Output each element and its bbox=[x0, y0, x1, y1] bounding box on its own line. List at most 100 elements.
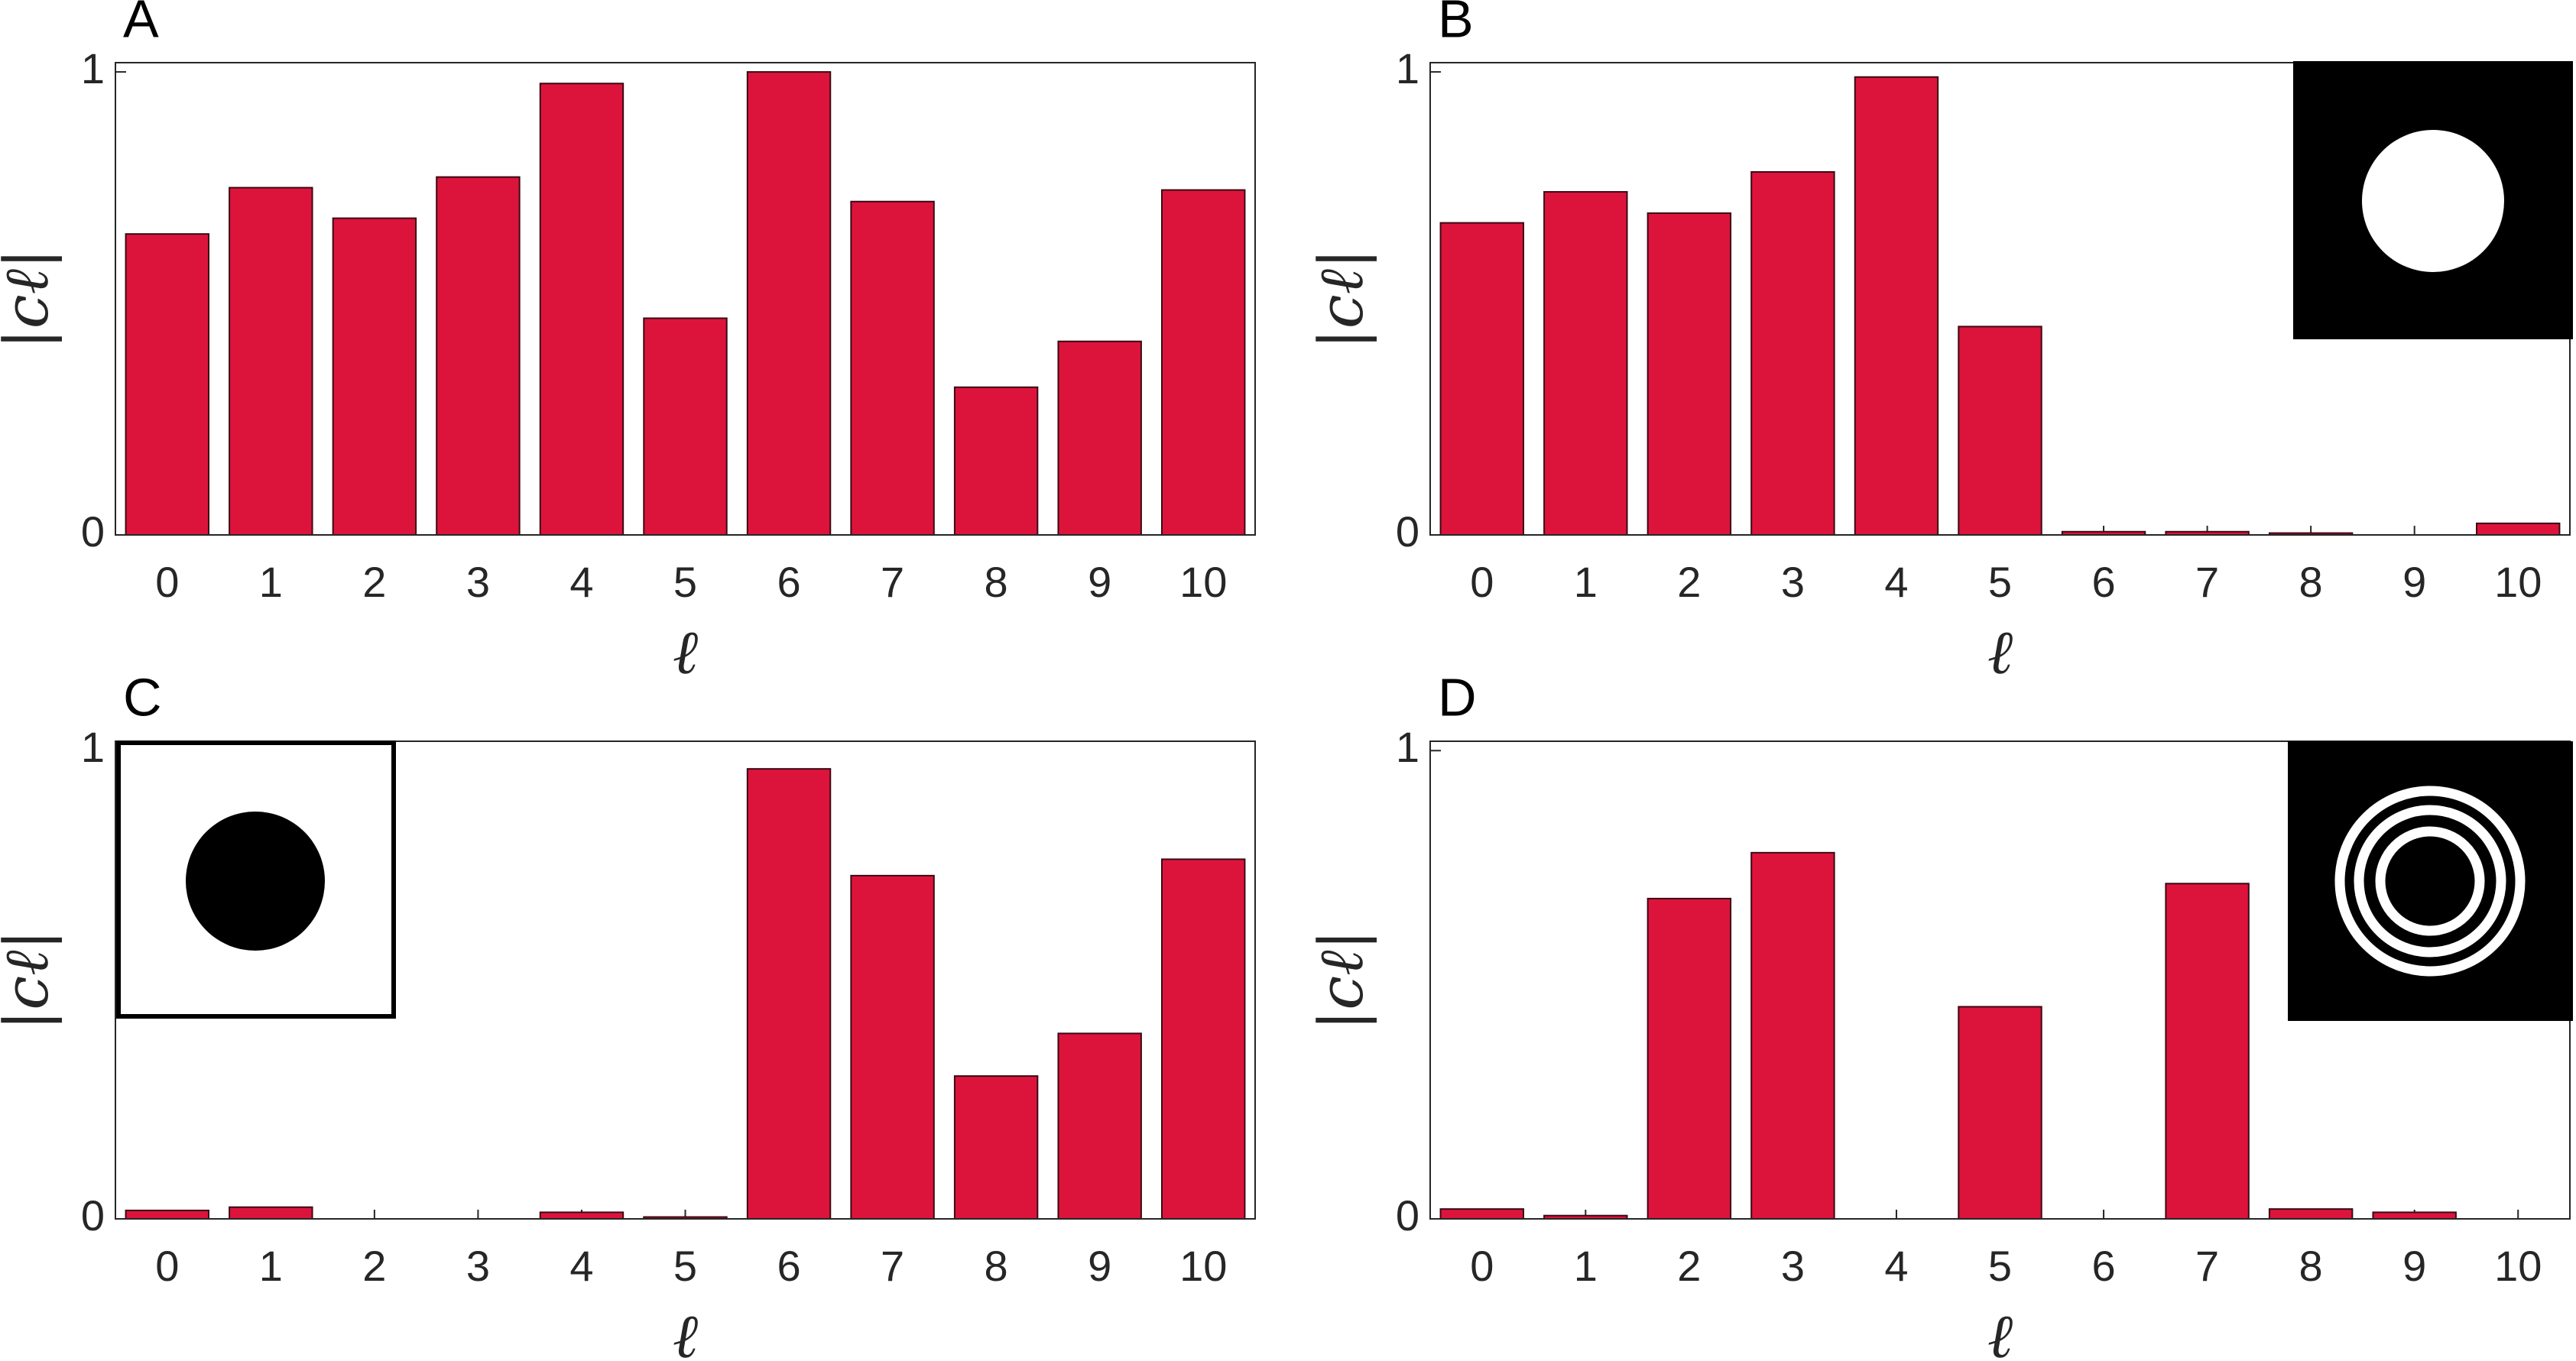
bar bbox=[1750, 851, 1835, 1220]
bar bbox=[1646, 897, 1732, 1220]
x-tick-label: 1 bbox=[259, 558, 283, 606]
x-tick-label: 4 bbox=[1884, 1242, 1908, 1290]
x-axis-label: ℓ bbox=[673, 617, 698, 688]
x-tick-label: 4 bbox=[569, 558, 593, 606]
y-axis-label: |cℓ| bbox=[0, 929, 62, 1030]
x-tick-label: 9 bbox=[1088, 558, 1111, 606]
bar bbox=[436, 176, 521, 536]
y-tick-label: 1 bbox=[1396, 723, 1419, 771]
y-axis-label: |cℓ| bbox=[1306, 929, 1377, 1030]
panel-chart: C 0 1 2 3 4 5 6 7 8 9 10 0 1 ℓ |cℓ| bbox=[0, 667, 1256, 1361]
bar bbox=[1543, 191, 1628, 536]
x-tick-label: 3 bbox=[1781, 1242, 1805, 1290]
panel-chart: B 0 1 2 3 4 5 6 7 8 9 10 0 1 ℓ |cℓ| bbox=[1306, 0, 2571, 688]
y-tick-label: 1 bbox=[81, 44, 105, 92]
x-tick-label: 2 bbox=[362, 1242, 386, 1290]
x-tick-label: 1 bbox=[1574, 1242, 1598, 1290]
x-tick-label: 5 bbox=[1988, 1242, 2012, 1290]
bar bbox=[1161, 858, 1246, 1220]
x-tick-label: 2 bbox=[1677, 1242, 1701, 1290]
y-tick-label: 1 bbox=[1396, 44, 1419, 92]
inset-d bbox=[2288, 741, 2573, 1021]
bar bbox=[850, 874, 935, 1220]
axes-box bbox=[115, 740, 1256, 1220]
x-tick-label: 2 bbox=[1677, 558, 1701, 606]
x-tick-label: 9 bbox=[2402, 1242, 2426, 1290]
bar bbox=[953, 1075, 1039, 1220]
x-tick-label: 6 bbox=[777, 558, 800, 606]
bar bbox=[1439, 1208, 1524, 1220]
bar bbox=[539, 1211, 625, 1220]
x-tick-label: 7 bbox=[2195, 1242, 2219, 1290]
x-tick-label: 8 bbox=[985, 558, 1008, 606]
bar bbox=[1750, 170, 1835, 536]
x-tick-label: 4 bbox=[569, 1242, 593, 1290]
y-axis-label: |cℓ| bbox=[1306, 248, 1377, 349]
x-tick-label: 3 bbox=[466, 558, 490, 606]
inset-ring bbox=[2334, 786, 2526, 977]
x-tick-label: 1 bbox=[259, 1242, 283, 1290]
x-tick-label: 10 bbox=[2494, 1242, 2542, 1290]
x-tick-label: 5 bbox=[673, 558, 697, 606]
bar bbox=[125, 1209, 209, 1220]
bar bbox=[2372, 1211, 2457, 1220]
bar bbox=[2268, 1208, 2354, 1220]
bar bbox=[1161, 189, 1246, 536]
y-tick-label: 0 bbox=[81, 1191, 105, 1239]
bar bbox=[1646, 212, 1732, 536]
panel-label: C bbox=[123, 667, 162, 727]
y-tick-label: 0 bbox=[1396, 507, 1419, 556]
x-tick-label: 5 bbox=[1988, 558, 2012, 606]
x-tick-label: 10 bbox=[2494, 558, 2542, 606]
bar bbox=[1958, 1006, 2042, 1220]
bar bbox=[332, 217, 417, 536]
bar bbox=[2165, 883, 2250, 1220]
inset-ring bbox=[2375, 826, 2485, 936]
x-tick-label: 8 bbox=[985, 1242, 1008, 1290]
inset-disk bbox=[2362, 130, 2504, 272]
bar bbox=[229, 1206, 313, 1220]
y-tick-label: 1 bbox=[81, 723, 105, 771]
panel-label: B bbox=[1438, 0, 1474, 48]
x-tick-label: 9 bbox=[2402, 558, 2426, 606]
y-tick-label: 0 bbox=[81, 507, 105, 556]
x-tick-label: 4 bbox=[1884, 558, 1908, 606]
y-axis-label: |cℓ| bbox=[0, 248, 62, 349]
panel-label: D bbox=[1438, 667, 1477, 727]
x-tick-label: 1 bbox=[1574, 558, 1598, 606]
bar bbox=[953, 386, 1039, 536]
x-tick-label: 8 bbox=[2299, 558, 2323, 606]
insets bbox=[116, 61, 2573, 1021]
bar bbox=[746, 768, 832, 1220]
bar bbox=[850, 200, 935, 536]
bar bbox=[2476, 522, 2561, 536]
x-tick-label: 8 bbox=[2299, 1242, 2323, 1290]
x-tick-label: 0 bbox=[155, 1242, 179, 1290]
x-tick-label: 5 bbox=[673, 1242, 697, 1290]
bar bbox=[539, 83, 625, 536]
x-axis-label: ℓ bbox=[1987, 617, 2013, 688]
x-axis-label: ℓ bbox=[673, 1301, 698, 1361]
x-tick-label: 3 bbox=[1781, 558, 1805, 606]
inset-ring bbox=[2354, 805, 2506, 958]
x-tick-label: 7 bbox=[2195, 558, 2219, 606]
bar bbox=[643, 317, 728, 536]
x-tick-label: 6 bbox=[777, 1242, 800, 1290]
x-tick-label: 2 bbox=[362, 558, 386, 606]
bar bbox=[229, 186, 313, 536]
bar bbox=[746, 71, 832, 536]
panel-label: A bbox=[123, 0, 159, 48]
inset-b bbox=[2293, 61, 2573, 339]
x-tick-label: 10 bbox=[1179, 558, 1227, 606]
x-tick-label: 6 bbox=[2091, 558, 2115, 606]
x-axis-label: ℓ bbox=[1987, 1301, 2013, 1361]
y-tick-label: 0 bbox=[1396, 1191, 1419, 1239]
panel-chart: D 0 1 2 3 4 5 6 7 8 9 10 0 1 ℓ |cℓ| bbox=[1306, 667, 2571, 1361]
inset-disk bbox=[186, 812, 325, 951]
bar bbox=[1854, 76, 1939, 536]
axes-box bbox=[115, 62, 1256, 536]
panel-chart: A 0 1 2 3 4 5 6 7 8 9 10 0 1 ℓ |cℓ| bbox=[0, 0, 1256, 688]
x-tick-label: 7 bbox=[881, 1242, 904, 1290]
bar bbox=[1439, 222, 1524, 536]
